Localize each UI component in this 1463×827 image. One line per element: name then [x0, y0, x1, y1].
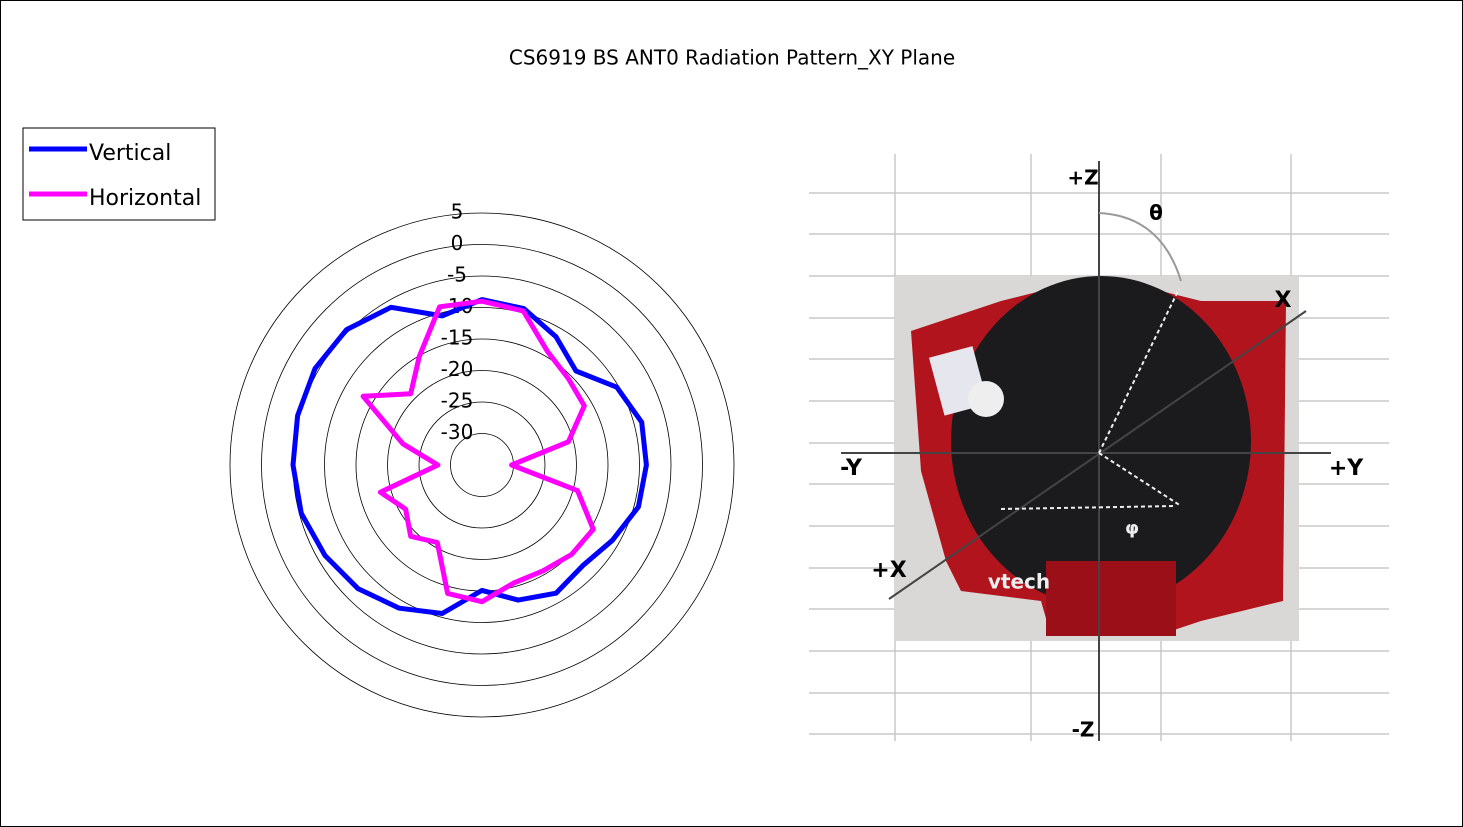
chart-title: CS6919 BS ANT0 Radiation Pattern_XY Plan… [509, 46, 955, 70]
grid-ring [293, 276, 671, 654]
r-tick-label: 5 [451, 200, 464, 224]
page: CS6919 BS ANT0 Radiation Pattern_XY Plan… [0, 0, 1463, 827]
orientation-photo: +Z θ X -Y +Y +X φ -Z vtech [809, 154, 1389, 742]
diagram-label: -Y [840, 456, 863, 481]
diagram-label: φ [1125, 518, 1139, 539]
diagram-label: θ [1149, 201, 1163, 225]
diagram-label: +Y [1329, 456, 1364, 481]
r-tick-label: -5 [447, 263, 467, 287]
r-tick-label: 0 [451, 231, 464, 255]
grid-ring [262, 245, 703, 686]
legend-label: Horizontal [89, 186, 201, 211]
r-tick-label: -15 [441, 326, 474, 350]
r-tick-label: -20 [441, 357, 474, 381]
grid-ring [388, 371, 577, 560]
diagram-label: -Z [1072, 718, 1095, 742]
r-tick-label: -25 [441, 389, 474, 413]
grid-ring [325, 308, 640, 623]
diagram-label: +X [871, 558, 906, 583]
diagram-label: +Z [1067, 166, 1098, 190]
grid-ring [230, 213, 734, 717]
legend-label: Vertical [89, 141, 171, 166]
diagram-label: X [1275, 288, 1292, 313]
r-tick-label: -30 [441, 420, 474, 444]
chart: CS6919 BS ANT0 Radiation Pattern_XY Plan… [1, 1, 1462, 826]
diagram-label: vtech [988, 570, 1050, 594]
